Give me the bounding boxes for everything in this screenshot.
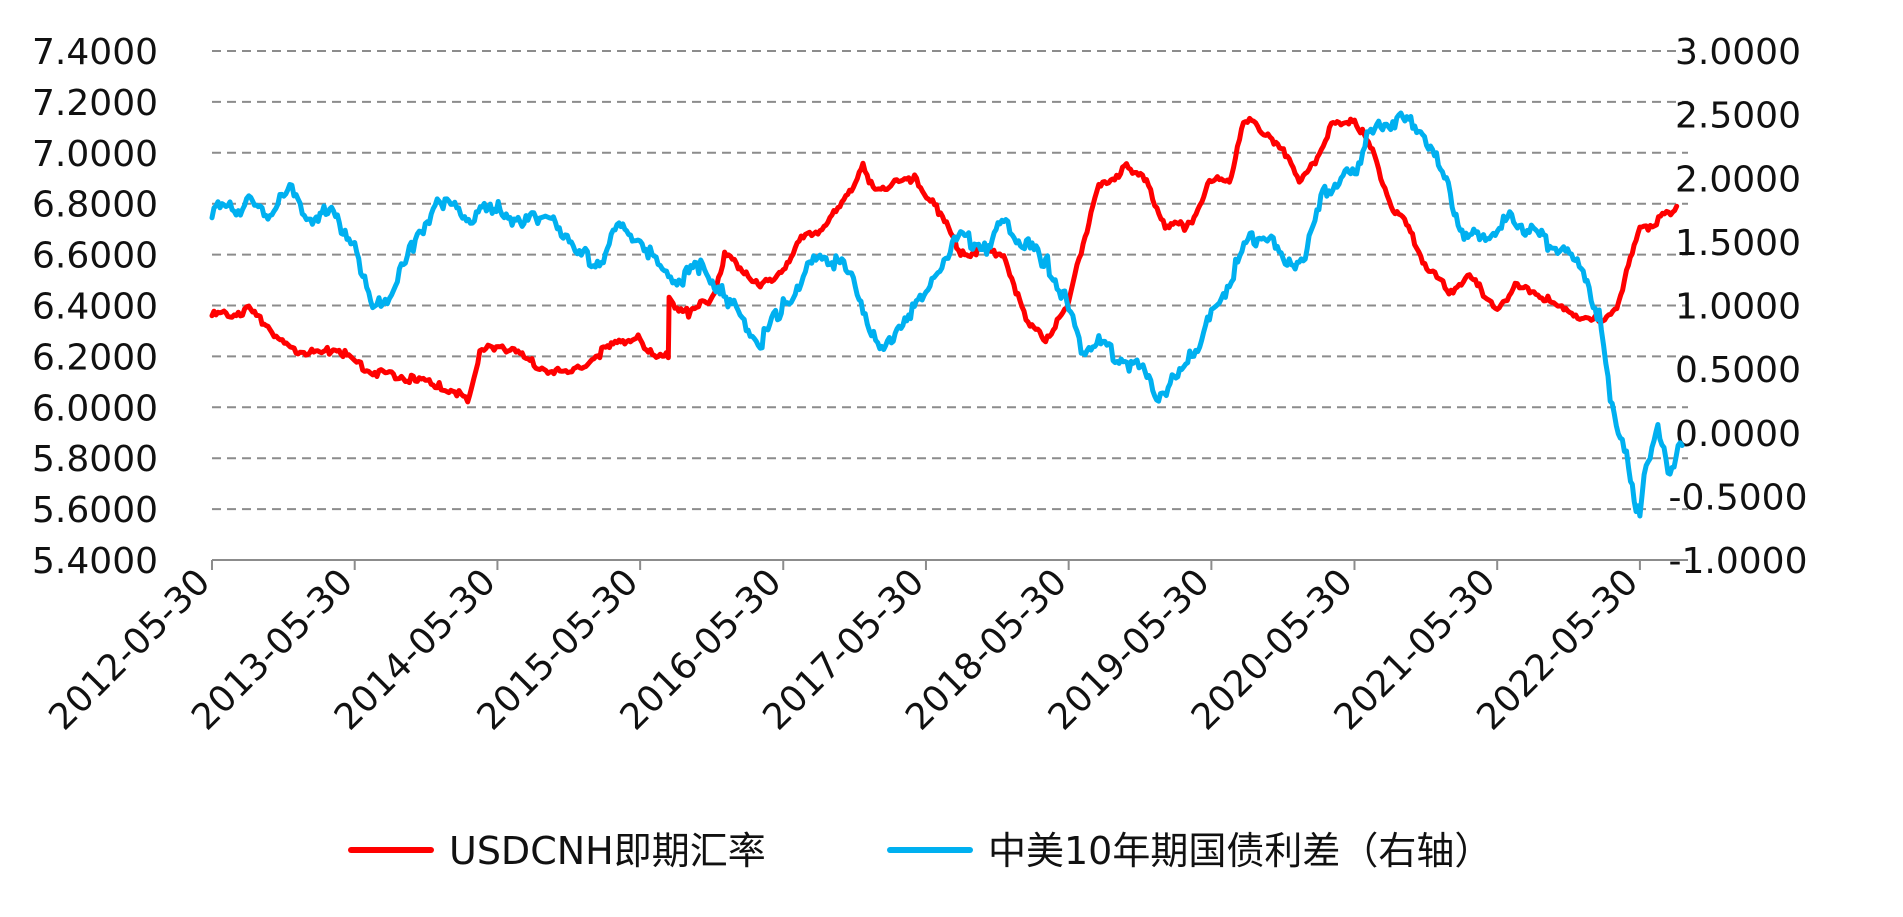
y-axis-right: 3.0000 2.5000 2.0000 1.5000 1.0000 0.5000 0.00… xyxy=(1669,32,1808,582)
legend-label-spread: 中美10年期国债利差（右轴） xyxy=(988,829,1492,873)
y-right-tick-label: 1.5000 xyxy=(1675,223,1801,264)
y-right-tick-label: 0.0000 xyxy=(1675,414,1801,455)
x-axis: 2012-05-302013-05-302014-05-302015-05-30… xyxy=(41,559,1688,738)
y-left-tick-label: 6.4000 xyxy=(32,287,158,328)
legend: USDCNH即期汇率 中美10年期国债利差（右轴） xyxy=(348,829,1492,873)
y-left-tick-label: 6.0000 xyxy=(32,388,158,429)
y-left-tick-label: 5.4000 xyxy=(32,541,158,582)
y-left-tick-label: 6.8000 xyxy=(32,185,158,226)
y-left-tick-label: 7.0000 xyxy=(32,134,158,175)
y-left-tick-label: 7.2000 xyxy=(32,83,158,124)
y-right-tick-label: 0.5000 xyxy=(1675,350,1801,391)
series-layer xyxy=(209,110,1685,519)
y-right-tick-label: -0.5000 xyxy=(1669,477,1808,518)
y-axis-left: 7.4000 7.2000 7.0000 6.8000 6.6000 6.4000 6.20… xyxy=(32,32,158,582)
y-left-tick-label: 5.8000 xyxy=(32,439,158,480)
y-right-tick-label: 3.0000 xyxy=(1675,32,1801,73)
y-right-tick-label: 2.0000 xyxy=(1675,159,1801,200)
y-left-tick-label: 7.4000 xyxy=(32,32,158,73)
series-line-spread xyxy=(209,110,1685,519)
y-left-tick-label: 6.6000 xyxy=(32,236,158,277)
y-right-tick-label: 1.0000 xyxy=(1675,287,1801,328)
y-right-tick-label: -1.0000 xyxy=(1669,541,1808,582)
y-left-tick-label: 6.2000 xyxy=(32,337,158,378)
series-line-usdcnh xyxy=(209,115,1680,405)
y-left-tick-label: 5.6000 xyxy=(32,490,158,531)
y-right-tick-label: 2.5000 xyxy=(1675,96,1801,137)
legend-label-usdcnh: USDCNH即期汇率 xyxy=(449,829,766,873)
